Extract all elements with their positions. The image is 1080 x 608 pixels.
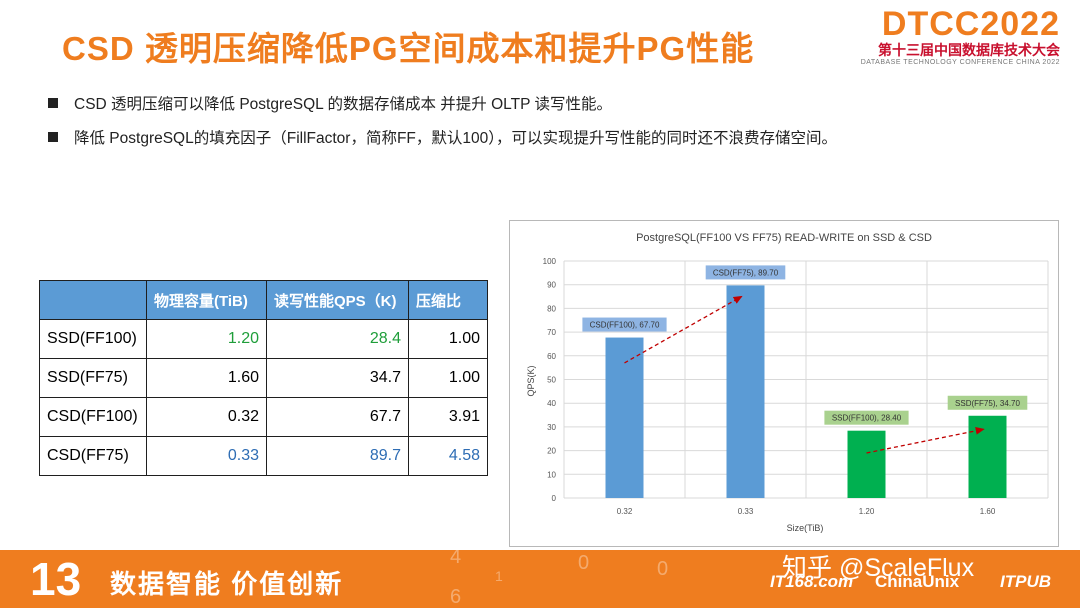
- x-tick-label: 1.20: [859, 507, 875, 516]
- x-axis-ticks: 0.32 0.33 1.20 1.60: [617, 507, 996, 516]
- trend-arrow: [624, 295, 743, 364]
- table-row: CSD(FF75) 0.33 89.7 4.58: [39, 436, 488, 476]
- table-row: SSD(FF75) 1.60 34.7 1.00: [39, 358, 488, 398]
- bullet-text: 降低 PostgreSQL的填充因子（FillFactor，简称FF，默认100…: [74, 130, 838, 147]
- x-tick-label: 1.60: [980, 507, 996, 516]
- y-tick-label: 100: [543, 257, 557, 266]
- table-cell: 3.91: [408, 397, 488, 437]
- table-header-cell: 读写性能QPS（K): [266, 280, 409, 320]
- table-cell: 0.32: [146, 397, 267, 437]
- footer-slogan: 数据智能 价值创新: [110, 569, 344, 599]
- y-axis-ticks: 0 10 20 30 40 50 60 70 80 90 100: [543, 257, 557, 503]
- y-tick-label: 0: [552, 494, 557, 503]
- table-cell: 4.58: [408, 436, 488, 476]
- table-row: CSD(FF100) 0.32 67.7 3.91: [39, 397, 488, 437]
- data-label-box: [947, 395, 1028, 410]
- conference-logo: DTCC2022 第十三届中国数据库技术大会 DATABASE TECHNOLO…: [861, 6, 1060, 68]
- watermark-text: 知乎 @ScaleFlux: [782, 554, 975, 582]
- y-tick-label: 70: [547, 328, 556, 337]
- decorative-digit: 6: [450, 586, 462, 608]
- data-label: CSD(FF100), 67.70: [590, 321, 660, 330]
- bar: [968, 415, 1007, 498]
- y-tick-label: 20: [547, 447, 556, 456]
- bullet-list: CSD 透明压缩可以降低 PostgreSQL 的数据存储成本 并提升 OLTP…: [48, 86, 837, 154]
- logo-subtitle: 第十三届中国数据库技术大会: [878, 42, 1060, 58]
- chart-title: PostgreSQL(FF100 VS FF75) READ-WRITE on …: [636, 232, 932, 244]
- table-cell: 67.7: [266, 397, 409, 437]
- chart-container: PostgreSQL(FF100 VS FF75) READ-WRITE on …: [509, 220, 1059, 547]
- y-tick-label: 60: [547, 352, 556, 361]
- table-cell: 28.4: [266, 319, 409, 359]
- table-cell: 1.60: [146, 358, 267, 398]
- table-header-cell: [39, 280, 147, 320]
- y-tick-label: 30: [547, 423, 556, 432]
- comparison-table: 物理容量(TiB) 读写性能QPS（K) 压缩比 SSD(FF100) 1.20…: [39, 280, 488, 476]
- bullet-item: CSD 透明压缩可以降低 PostgreSQL 的数据存储成本 并提升 OLTP…: [48, 86, 837, 120]
- table-cell: CSD(FF100): [39, 397, 147, 437]
- decorative-digit: 4: [450, 550, 462, 568]
- table-header-cell: 压缩比: [408, 280, 488, 320]
- x-tick-label: 0.33: [738, 507, 754, 516]
- data-label: CSD(FF75), 89.70: [713, 268, 779, 277]
- bullet-item: 降低 PostgreSQL的填充因子（FillFactor，简称FF，默认100…: [48, 120, 837, 154]
- table-header-cell: 物理容量(TiB): [146, 280, 267, 320]
- bar-chart: PostgreSQL(FF100 VS FF75) READ-WRITE on …: [526, 232, 1049, 533]
- table-row: SSD(FF100) 1.20 28.4 1.00: [39, 319, 488, 359]
- data-label-box: [705, 265, 786, 280]
- table-cell: SSD(FF100): [39, 319, 147, 359]
- table-cell: SSD(FF75): [39, 358, 147, 398]
- table-header-row: 物理容量(TiB) 读写性能QPS（K) 压缩比: [39, 280, 488, 320]
- table-cell: 1.00: [408, 358, 488, 398]
- page-title: CSD 透明压缩降低PG空间成本和提升PG性能: [62, 30, 755, 67]
- decorative-digit: 0: [657, 558, 669, 580]
- table-cell: CSD(FF75): [39, 436, 147, 476]
- y-axis-label: QPS(K): [526, 365, 536, 396]
- bar: [726, 285, 765, 498]
- trend-arrow: [866, 426, 985, 454]
- trend-arrows: [624, 295, 985, 454]
- chart-grid: [563, 260, 1049, 499]
- decorative-digit: 0: [578, 552, 590, 574]
- y-tick-label: 40: [547, 399, 556, 408]
- data-label-box: [824, 410, 909, 425]
- data-label: SSD(FF100), 28.40: [832, 414, 902, 423]
- footer-anniversary-number: 13: [30, 553, 82, 605]
- logo-subtitle-en: DATABASE TECHNOLOGY CONFERENCE CHINA 202…: [860, 59, 1060, 66]
- table-cell: 1.00: [408, 319, 488, 359]
- table-cell: 89.7: [266, 436, 409, 476]
- y-tick-label: 10: [547, 470, 556, 479]
- partner-logo-itpub: ITPUB: [1000, 572, 1051, 591]
- bullet-square-icon: [48, 132, 58, 142]
- decorative-digit: 1: [495, 568, 503, 584]
- bullet-text: CSD 透明压缩可以降低 PostgreSQL 的数据存储成本 并提升 OLTP…: [74, 96, 612, 113]
- x-tick-label: 0.32: [617, 507, 633, 516]
- bullet-square-icon: [48, 98, 58, 108]
- y-tick-label: 50: [547, 376, 556, 385]
- data-labels: CSD(FF100), 67.70 CSD(FF75), 89.70 SSD(FF1…: [582, 265, 1028, 425]
- x-axis-label: Size(TiB): [787, 523, 824, 533]
- partner-logo-chinaunix: ChinaUnix: [875, 572, 960, 591]
- table-cell: 0.33: [146, 436, 267, 476]
- footer-banner: 13 数据智能 价值创新 4 1 0 0 6 IT168.com ChinaUn…: [0, 550, 1080, 608]
- logo-main-text: DTCC2022: [881, 5, 1060, 43]
- chart-bars: [605, 285, 1007, 498]
- data-label-box: [582, 317, 667, 332]
- table-cell: 1.20: [146, 319, 267, 359]
- bar: [605, 337, 644, 498]
- table-cell: 34.7: [266, 358, 409, 398]
- y-tick-label: 90: [547, 281, 556, 290]
- y-tick-label: 80: [547, 304, 556, 313]
- data-label: SSD(FF75), 34.70: [955, 399, 1020, 408]
- bar: [847, 430, 886, 498]
- partner-logo-it168: IT168.com: [770, 572, 854, 591]
